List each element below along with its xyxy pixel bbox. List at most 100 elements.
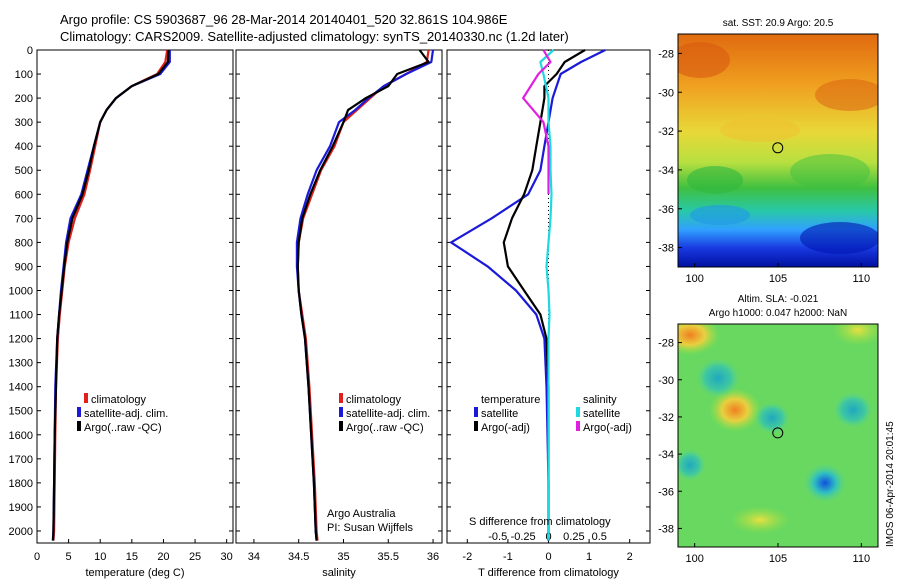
legend-label-climatology: climatology: [91, 394, 147, 406]
legend-swatch-t-argo: [474, 421, 478, 431]
sst-map-ticks: 100 105 110 -28 -30 -32 -34 -36 -38: [658, 48, 870, 285]
legend-label-s-satellite: satellite: [583, 408, 620, 420]
sla-map-title: Altim. SLA: -0.021: [738, 294, 819, 305]
map-x-tick-label: 105: [769, 273, 787, 285]
sla-map-subtitle: Argo h1000: 0.047 h2000: NaN: [709, 308, 847, 319]
x-tick-label: 34: [248, 551, 260, 563]
series-line-s-argo-adj-: [522, 49, 552, 195]
x-tick-label: 1: [586, 551, 592, 563]
y-tick-label: 800: [15, 237, 33, 249]
map-y-tick-label: -28: [658, 338, 674, 350]
x-tick-label: -1: [503, 551, 513, 563]
figure-title-line2: Climatology: CARS2009. Satellite-adjuste…: [60, 29, 569, 44]
s-tick-label: 0.25: [563, 531, 584, 543]
legend-swatch-climatology: [84, 393, 88, 403]
y-tick-label: 2000: [9, 526, 33, 538]
sla-map-field: [678, 324, 878, 547]
legend-label-satellite: satellite-adj. clim.: [84, 408, 168, 420]
legend-swatch-argo: [339, 421, 343, 431]
map-y-tick-label: -38: [658, 523, 674, 535]
legend-swatch-t-satellite: [474, 407, 478, 417]
s-tick-label: -0.5: [488, 531, 507, 543]
legend-label-s-argo: Argo(-adj): [583, 422, 632, 434]
legend-label-argo: Argo(..raw -QC): [84, 422, 162, 434]
legend-swatch-climatology: [339, 393, 343, 403]
y-tick-label: 900: [15, 261, 33, 273]
y-tick-label: 300: [15, 117, 33, 129]
map-y-tick-label: -36: [658, 204, 674, 216]
series-line-t-satellite: [450, 49, 606, 541]
y-tick-label: 500: [15, 165, 33, 177]
map-y-tick-label: -28: [658, 48, 674, 60]
x-tick-label: -2: [462, 551, 472, 563]
pi-text: PI: Susan Wijffels: [327, 522, 413, 534]
x-tick-label: 25: [189, 551, 201, 563]
y-tick-label: 1400: [9, 382, 33, 394]
y-tick-label: 200: [15, 93, 33, 105]
legend-label-satellite: satellite-adj. clim.: [346, 408, 430, 420]
y-tick-label: 1200: [9, 334, 33, 346]
map-x-tick-label: 100: [685, 553, 703, 565]
legend-label-climatology: climatology: [346, 394, 402, 406]
map-y-tick-label: -36: [658, 486, 674, 498]
legend-label-t-argo: Argo(-adj): [481, 422, 530, 434]
x-tick-label: 10: [94, 551, 106, 563]
sst-map-panel: sat. SST: 20.9 Argo: 20.5 100 105 110 -28 -3…: [658, 18, 879, 285]
series-line-s-satellite: [539, 49, 555, 541]
salinity-panel: 34 34.5 35 35.5 36 salinity: [235, 49, 443, 579]
legend-swatch-argo: [77, 421, 81, 431]
y-tick-label: 1600: [9, 430, 33, 442]
credit-text: Argo Australia: [327, 508, 396, 520]
s-difference-xlabel: S difference from climatology: [469, 516, 611, 528]
y-tick-label: 100: [15, 69, 33, 81]
x-tick-label: 15: [126, 551, 138, 563]
map-y-tick-label: -34: [658, 449, 674, 461]
map-x-tick-label: 105: [769, 553, 787, 565]
x-tick-label: 34.5: [288, 551, 309, 563]
x-tick-label: 5: [66, 551, 72, 563]
y-tick-label: 1800: [9, 478, 33, 490]
x-tick-label: 35: [337, 551, 349, 563]
legend-swatch-satellite: [339, 407, 343, 417]
x-tick-label: 20: [157, 551, 169, 563]
x-tick-label: 35.5: [378, 551, 399, 563]
y-tick-label: 1000: [9, 285, 33, 297]
x-tick-label: 0: [545, 551, 551, 563]
legend-swatch-satellite: [77, 407, 81, 417]
y-tick-label: 1100: [9, 310, 33, 322]
salinity-axes-frame: [235, 49, 443, 544]
series-line-climatology: [296, 49, 430, 541]
map-y-tick-label: -32: [658, 126, 674, 138]
map-y-tick-label: -32: [658, 412, 674, 424]
series-line-argo-raw-qc-: [296, 49, 430, 541]
map-y-tick-label: -34: [658, 165, 674, 177]
legend-swatch-s-satellite: [576, 407, 580, 417]
salinity-legend: climatology satellite-adj. clim. Argo(..…: [327, 393, 430, 534]
series-line-satellite-adj-clim-: [51, 50, 171, 541]
series-line-climatology: [52, 49, 169, 541]
legend-label-t-satellite: satellite: [481, 408, 518, 420]
legend-swatch-s-argo: [576, 421, 580, 431]
map-y-tick-label: -38: [658, 243, 674, 255]
s-tick-label: 0.5: [592, 531, 607, 543]
y-tick-label: 700: [15, 213, 33, 225]
series-line-satellite-adj-clim-: [295, 49, 435, 541]
sla-map-panel: Altim. SLA: -0.021 Argo h1000: 0.047 h20…: [658, 294, 879, 565]
y-tick-label: 1700: [9, 454, 33, 466]
y-tick-label: 400: [15, 141, 33, 153]
difference-xlabel: T difference from climatology: [478, 567, 619, 579]
map-x-tick-label: 110: [853, 553, 871, 565]
map-x-tick-label: 100: [685, 273, 703, 285]
temperature-xlabel: temperature (deg C): [85, 567, 184, 579]
sla-map-ticks: 100 105 110 -28 -30 -32 -34 -36 -38: [658, 338, 870, 565]
x-tick-label: 30: [221, 551, 233, 563]
y-tick-label: 0: [27, 45, 33, 57]
y-tick-label: 1300: [9, 358, 33, 370]
y-tick-label: 600: [15, 189, 33, 201]
difference-panel: -2 -1 0 1 2-0.5 -0.25 0 0.25 0.5T difference fro…: [446, 49, 651, 579]
legend-header-temperature: temperature: [481, 394, 540, 406]
salinity-xlabel: salinity: [322, 567, 356, 579]
temperature-legend: climatology satellite-adj. clim. Argo(..…: [77, 393, 168, 434]
difference-legend: temperature salinity satellite Argo(-adj…: [469, 394, 632, 528]
